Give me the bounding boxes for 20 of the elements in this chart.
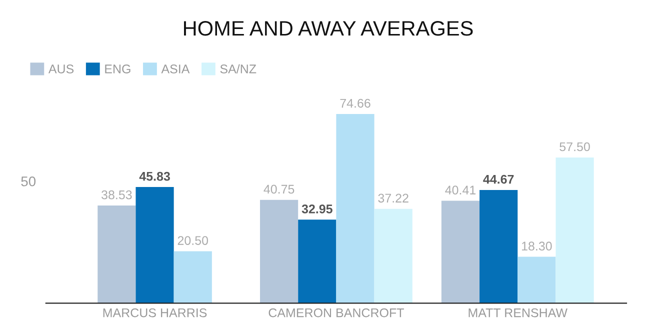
data-label: 37.22: [378, 194, 408, 203]
data-label: 20.50: [178, 236, 208, 245]
data-label: 18.30: [522, 242, 552, 251]
legend-label: SA/NZ: [220, 64, 256, 74]
data-label: 44.67: [483, 174, 514, 184]
data-label: 45.83: [139, 172, 170, 181]
legend-label: ENG: [105, 64, 130, 74]
data-label: 40.41: [445, 186, 476, 194]
chart-title: HOME AND AWAY AVERAGES: [184, 20, 473, 36]
x-tick-label: MARCUS HARRIS: [103, 308, 207, 318]
data-label: 38.53: [102, 190, 132, 200]
data-label: 57.50: [560, 142, 590, 152]
x-tick-label: MATT RENSHAW: [468, 308, 568, 318]
legend-label: AUS: [48, 64, 74, 74]
x-tick-label: CAMERON BANCROFT: [268, 308, 404, 318]
data-label: 74.66: [340, 98, 370, 108]
legend-label: ASIA: [161, 64, 190, 74]
data-label: 32.95: [302, 204, 332, 214]
text: 50: [21, 176, 36, 186]
data-label: 40.75: [264, 184, 294, 194]
